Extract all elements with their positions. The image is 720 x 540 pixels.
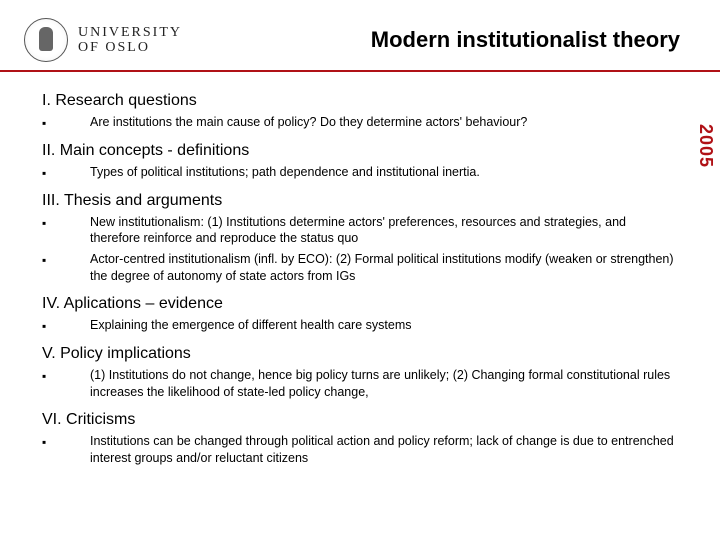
university-seal-icon bbox=[24, 18, 68, 62]
slide-content: I. Research questions ▪ Are institutions… bbox=[0, 72, 720, 480]
bullet-text: Types of political institutions; path de… bbox=[90, 164, 480, 181]
section-heading: II. Main concepts - definitions bbox=[42, 142, 678, 160]
bullet-icon: ▪ bbox=[42, 251, 90, 269]
section-heading: IV. Aplications – evidence bbox=[42, 295, 678, 313]
university-name-line1: UNIVERSITY bbox=[78, 25, 182, 40]
section-heading: VI. Criticisms bbox=[42, 411, 678, 429]
bullet-text: Institutions can be changed through poli… bbox=[90, 433, 678, 467]
section-heading: III. Thesis and arguments bbox=[42, 192, 678, 210]
list-item: ▪ Are institutions the main cause of pol… bbox=[42, 114, 678, 132]
bullet-text: New institutionalism: (1) Institutions d… bbox=[90, 214, 678, 248]
bullet-icon: ▪ bbox=[42, 214, 90, 232]
bullet-icon: ▪ bbox=[42, 433, 90, 451]
bullet-icon: ▪ bbox=[42, 367, 90, 385]
list-item: ▪ Actor-centred institutionalism (infl. … bbox=[42, 251, 678, 285]
list-item: ▪ Explaining the emergence of different … bbox=[42, 317, 678, 335]
bullet-text: Explaining the emergence of different he… bbox=[90, 317, 411, 334]
list-item: ▪ Institutions can be changed through po… bbox=[42, 433, 678, 467]
university-name: UNIVERSITY OF OSLO bbox=[78, 25, 182, 56]
year-label: 2005 bbox=[695, 124, 716, 168]
bullet-icon: ▪ bbox=[42, 317, 90, 335]
bullet-icon: ▪ bbox=[42, 114, 90, 132]
bullet-icon: ▪ bbox=[42, 164, 90, 182]
bullet-text: Are institutions the main cause of polic… bbox=[90, 114, 527, 131]
bullet-text: (1) Institutions do not change, hence bi… bbox=[90, 367, 678, 401]
section-heading: V. Policy implications bbox=[42, 345, 678, 363]
slide-header: UNIVERSITY OF OSLO Modern institutionali… bbox=[0, 0, 720, 72]
bullet-text: Actor-centred institutionalism (infl. by… bbox=[90, 251, 678, 285]
list-item: ▪ New institutionalism: (1) Institutions… bbox=[42, 214, 678, 248]
list-item: ▪ Types of political institutions; path … bbox=[42, 164, 678, 182]
university-logo-block: UNIVERSITY OF OSLO bbox=[24, 18, 182, 62]
university-name-line2: OF OSLO bbox=[78, 40, 182, 55]
section-heading: I. Research questions bbox=[42, 92, 678, 110]
slide-title: Modern institutionalist theory bbox=[371, 27, 690, 53]
list-item: ▪ (1) Institutions do not change, hence … bbox=[42, 367, 678, 401]
